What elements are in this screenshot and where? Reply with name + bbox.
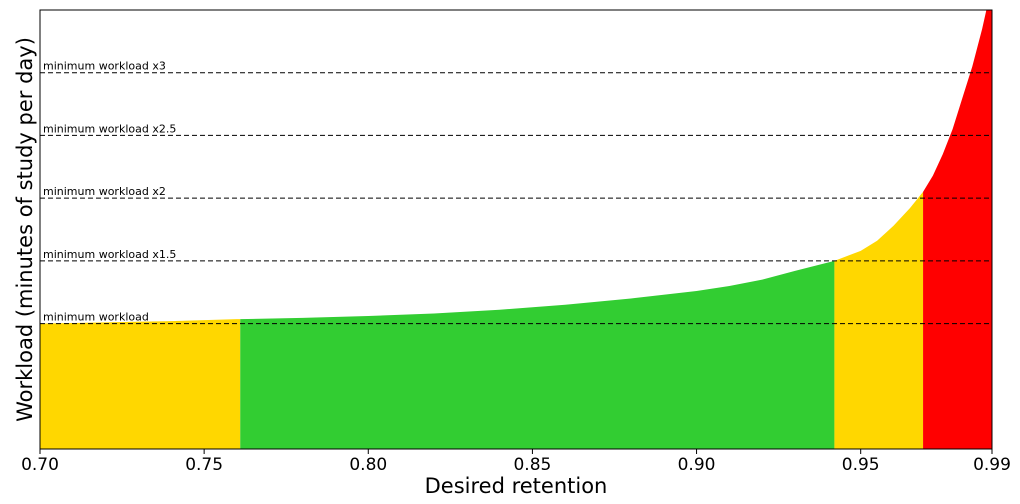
y-axis-title: Workload (minutes of study per day) [13,37,37,422]
workload-zones [40,10,992,449]
plot-frame [39,9,993,450]
x-tick-label-7: 0.99 [973,455,1011,475]
x-tick-label-3: 0.80 [349,455,387,475]
x-tick-label-4: 0.85 [513,455,551,475]
x-axis-title: Desired retention [425,474,608,498]
workload-zone-2 [240,260,835,449]
x-tick-label-2: 0.75 [185,455,223,475]
x-tick-label-1: 0.70 [21,455,59,475]
reference-lines: minimum workload minimum workload x1.5 min… [40,60,992,325]
workload-zone-4 [923,10,992,449]
reference-line-label-5: minimum workload x3 [43,60,166,73]
x-tick-label-5: 0.90 [678,455,716,475]
reference-line-label-3: minimum workload x2 [43,185,166,198]
reference-line-label-1: minimum workload [43,311,149,324]
x-tick-label-6: 0.95 [842,455,880,475]
reference-line-label-2: minimum workload x1.5 [43,248,176,261]
reference-line-label-4: minimum workload x2.5 [43,122,176,135]
workload-zone-1 [40,319,241,449]
x-axis-ticks: 0.70 0.75 0.80 0.85 0.90 0.95 0.99 [21,449,1011,475]
workload-zone-3 [834,191,924,449]
